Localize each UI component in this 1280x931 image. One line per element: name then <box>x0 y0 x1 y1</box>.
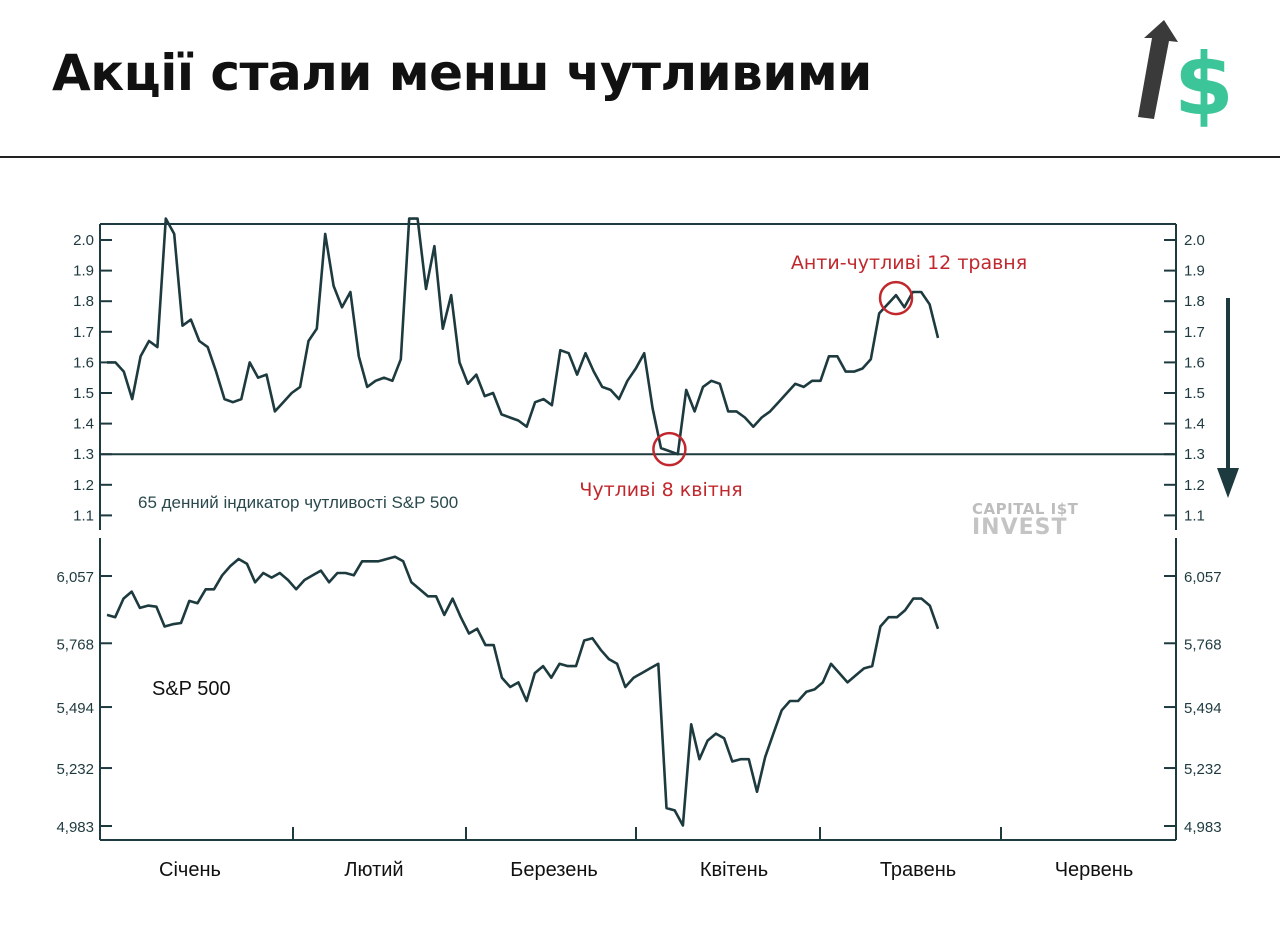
month-label: Травень <box>880 859 956 881</box>
month-label: Квітень <box>700 859 768 881</box>
bottom-left-tick-label: 4,983 <box>56 819 94 836</box>
top-left-tick-label: 1.5 <box>73 385 94 402</box>
bottom-series-label: S&P 500 <box>152 678 231 700</box>
month-label: Лютий <box>344 859 403 881</box>
logo-dollar: $ <box>1174 35 1234 130</box>
top-right-tick-label: 1.8 <box>1184 293 1205 310</box>
bottom-right-tick-label: 5,768 <box>1184 636 1222 653</box>
month-label: Червень <box>1055 859 1134 881</box>
month-label: Січень <box>159 859 221 881</box>
chart-frame <box>99 223 1177 841</box>
sensitivity-series-line <box>107 217 940 456</box>
top-right-tick-label: 1.7 <box>1184 324 1205 341</box>
top-left-tick-label: 1.7 <box>73 324 94 341</box>
annotation-sensitive: Чутливі 8 квітня <box>579 479 742 501</box>
sp500-series-line <box>106 555 940 827</box>
sensitive-marker-circle <box>652 431 687 467</box>
top-left-tick-label: 1.3 <box>73 446 94 463</box>
top-left-tick-label: 1.6 <box>73 354 94 371</box>
bottom-left-tick-label: 5,768 <box>56 636 94 653</box>
arrow-dollar-logo-icon: $ <box>1138 20 1234 135</box>
bottom-chart-axes: 6,057 6,057 5,768 5,768 5,494 5,494 5,232 5,232… <box>56 569 1221 836</box>
month-label: Березень <box>510 859 598 881</box>
dual-line-chart: 2.0 2.0 1.9 1.9 1.8 1.8 1.7 1.7 1.6 1.6 1.5 1.5 1.4 1… <box>56 217 1239 881</box>
bottom-right-tick-label: 6,057 <box>1184 569 1222 586</box>
header-divider <box>0 156 1280 158</box>
bottom-right-tick-label: 5,494 <box>1184 700 1222 717</box>
month-ticks <box>99 827 1177 840</box>
top-left-tick-label: 1.8 <box>73 293 94 310</box>
top-left-tick-label: 2.0 <box>73 232 94 249</box>
top-right-tick-label: 1.2 <box>1184 477 1205 494</box>
page-title: Акції стали менш чутливими <box>52 44 872 102</box>
top-left-tick-label: 1.9 <box>73 263 94 280</box>
watermark-line-1: CAPITAL I$T <box>972 500 1079 518</box>
anti-sensitive-marker-circle <box>878 280 914 316</box>
bottom-left-tick-label: 5,232 <box>56 761 94 778</box>
bottom-right-tick-label: 5,232 <box>1184 761 1222 778</box>
top-right-tick-label: 1.9 <box>1184 263 1205 280</box>
annotation-anti-sensitive: Анти-чутливі 12 травня <box>791 252 1027 274</box>
top-right-tick-label: 1.3 <box>1184 446 1205 463</box>
top-right-tick-label: 1.6 <box>1184 354 1205 371</box>
top-left-tick-label: 1.2 <box>73 477 94 494</box>
top-chart-axes: 2.0 2.0 1.9 1.9 1.8 1.8 1.7 1.7 1.6 1.6 1.5 1.5 1.4 1… <box>73 232 1205 524</box>
bottom-right-tick-label: 4,983 <box>1184 819 1222 836</box>
month-labels: Січень Лютий Березень Квітень Травень Червень <box>159 859 1133 881</box>
top-right-tick-label: 1.5 <box>1184 385 1205 402</box>
bottom-left-tick-label: 5,494 <box>56 700 94 717</box>
down-trend-arrow-icon <box>1217 298 1239 498</box>
top-series-label: 65 денний індикатор чутливості S&P 500 <box>138 493 458 512</box>
watermark-line-2: INVEST <box>972 515 1068 540</box>
top-left-tick-label: 1.4 <box>73 416 94 433</box>
brand-logo: $ <box>1132 18 1248 135</box>
top-right-tick-label: 2.0 <box>1184 232 1205 249</box>
logo-arrow <box>1138 20 1178 119</box>
top-left-tick-label: 1.1 <box>73 507 94 524</box>
top-right-tick-label: 1.1 <box>1184 507 1205 524</box>
bottom-left-tick-label: 6,057 <box>56 569 94 586</box>
top-right-tick-label: 1.4 <box>1184 416 1205 433</box>
